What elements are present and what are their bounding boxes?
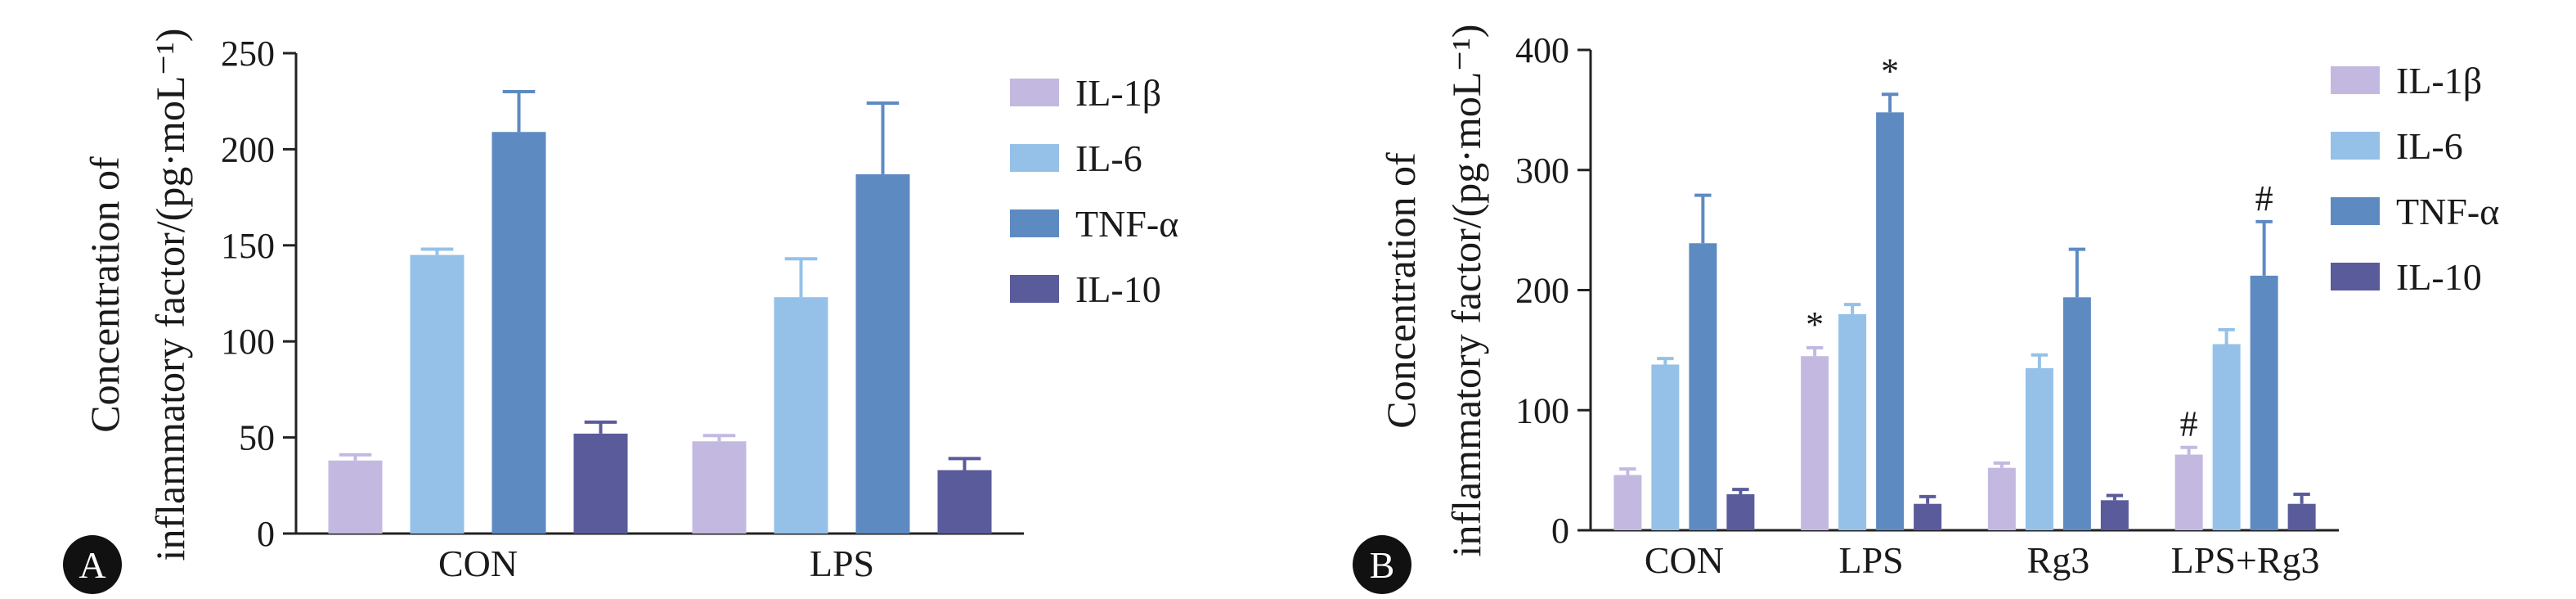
y-tick-label: 100 <box>221 322 275 362</box>
bar <box>692 441 747 534</box>
y-tick-label: 250 <box>221 34 275 74</box>
legend-swatch <box>2331 66 2380 94</box>
panel-badge <box>63 535 122 594</box>
x-tick-label: CON <box>1645 539 1724 581</box>
bar <box>1689 243 1717 530</box>
bar <box>1651 364 1680 530</box>
y-tick-label: 0 <box>257 514 275 554</box>
significance-marker: # <box>2180 404 2198 444</box>
legend-label: TNF-α <box>2396 191 2499 232</box>
legend-swatch <box>2331 132 2380 160</box>
bar <box>2025 367 2053 530</box>
y-tick-label: 50 <box>239 418 275 458</box>
y-axis-label-line: Concentration of <box>82 156 128 433</box>
legend-label: IL-1β <box>1075 72 1161 114</box>
y-tick-label: 300 <box>1515 151 1569 191</box>
significance-marker: * <box>1806 304 1824 345</box>
y-tick-label: 150 <box>221 226 275 266</box>
bar <box>1838 313 1867 530</box>
bar <box>2250 275 2278 530</box>
bar <box>1726 493 1755 530</box>
legend-label: IL-6 <box>1075 137 1142 179</box>
bar <box>573 433 628 534</box>
chart-panel-A: 0 50 100 150 200 250 Concentration of inflammat… <box>63 29 1178 594</box>
panel-badge <box>1353 535 1411 594</box>
legend-swatch <box>2331 263 2380 290</box>
x-tick-label: CON <box>438 543 518 584</box>
y-axis-label-line: Concentration of <box>1378 152 1424 429</box>
panel-label: A <box>79 544 105 586</box>
bar <box>1914 503 1942 530</box>
chart-panel-B: 0 100 200 300 400 Concentration of inflammator… <box>1353 25 2499 594</box>
y-axis-label-line: inflammatory factor/(pg·moL⁻¹) <box>1443 25 1489 557</box>
x-tick-label: LPS+Rg3 <box>2171 539 2320 581</box>
legend-swatch <box>1010 144 1059 172</box>
legend-swatch <box>2331 197 2380 225</box>
y-tick-label: 400 <box>1515 30 1569 70</box>
bar <box>855 173 910 534</box>
legend-label: TNF-α <box>1075 203 1178 245</box>
y-axis-label-line: inflammatory factor/(pg·moL⁻¹) <box>147 29 193 561</box>
bar <box>1801 356 1829 530</box>
legend-swatch <box>1010 79 1059 106</box>
legend-swatch <box>1010 275 1059 303</box>
bar <box>2062 297 2091 530</box>
bar <box>2212 344 2241 530</box>
legend-label: IL-6 <box>2396 125 2463 167</box>
bar <box>2174 454 2203 530</box>
bar <box>937 470 992 534</box>
bar <box>2100 500 2129 530</box>
bar <box>2287 503 2316 530</box>
legend-label: IL-10 <box>1075 268 1161 310</box>
x-tick-label: Rg3 <box>2027 539 2090 581</box>
legend-label: IL-10 <box>2396 256 2482 298</box>
y-tick-label: 100 <box>1515 390 1569 430</box>
legend-swatch <box>1010 209 1059 237</box>
y-tick-label: 0 <box>1551 511 1569 551</box>
bar <box>1613 475 1642 530</box>
y-tick-label: 200 <box>1515 271 1569 311</box>
bar <box>410 254 464 534</box>
x-tick-label: LPS <box>1838 539 1903 581</box>
panel-label: B <box>1370 544 1395 586</box>
significance-marker: * <box>1881 51 1899 91</box>
significance-marker: # <box>2255 178 2273 218</box>
bar <box>1987 467 2016 530</box>
bar <box>1876 112 1905 530</box>
bar <box>328 460 383 534</box>
bar <box>774 297 828 534</box>
x-tick-label: LPS <box>810 543 874 584</box>
y-tick-label: 200 <box>221 129 275 169</box>
bar <box>491 132 546 534</box>
legend-label: IL-1β <box>2396 60 2482 101</box>
